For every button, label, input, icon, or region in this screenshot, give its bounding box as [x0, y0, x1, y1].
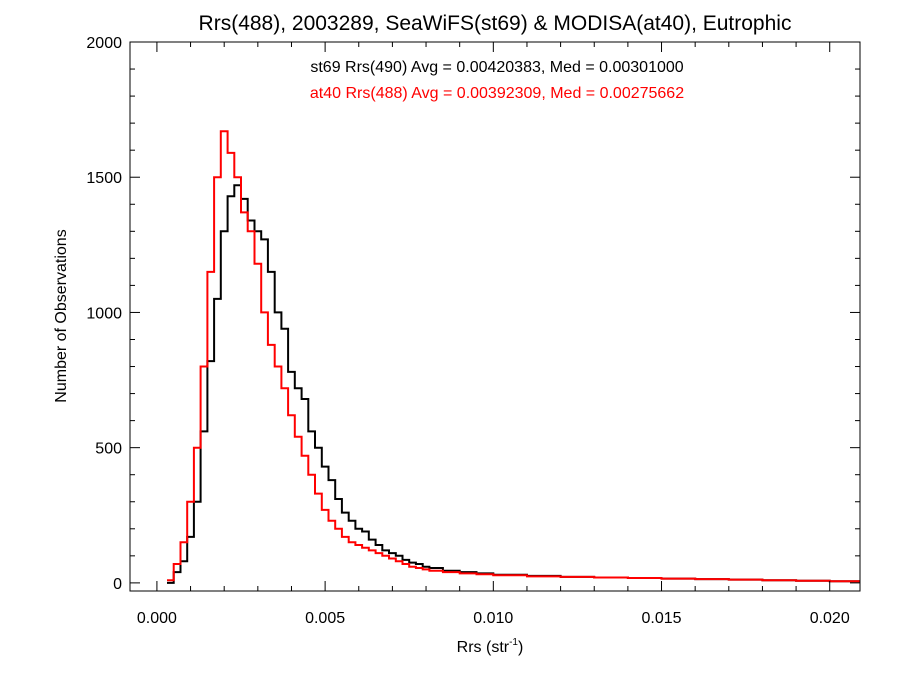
x-axis-label-tail: )	[518, 639, 523, 656]
x-tick-label: 0.010	[473, 610, 513, 627]
legend-entry-at40: at40 Rrs(488) Avg = 0.00392309, Med = 0.…	[310, 85, 684, 102]
y-tick-label: 500	[95, 441, 122, 458]
x-tick-label: 0.000	[137, 610, 177, 627]
x-axis-label: Rrs (str-1)	[457, 637, 524, 656]
x-tick-label: 0.005	[305, 610, 345, 627]
x-axis-label-superscript: -1	[509, 637, 518, 648]
y-tick-label: 0	[113, 576, 122, 593]
x-tick-label: 0.020	[810, 610, 850, 627]
plot-clip-group	[167, 130, 860, 584]
chart-title: Rrs(488), 2003289, SeaWiFS(st69) & MODIS…	[199, 12, 792, 35]
y-axis-label: Number of Observations	[53, 229, 70, 402]
plot-frame	[129, 41, 861, 592]
legend-entry-st69: st69 Rrs(490) Avg = 0.00420383, Med = 0.…	[310, 59, 683, 76]
y-tick-label: 1500	[86, 170, 122, 187]
series-line-at40	[167, 130, 860, 583]
y-tick-label: 1000	[86, 305, 122, 322]
x-axis-label-base: Rrs (str	[457, 639, 510, 656]
y-tick-label: 2000	[86, 35, 122, 52]
x-tick-label: 0.015	[641, 610, 681, 627]
